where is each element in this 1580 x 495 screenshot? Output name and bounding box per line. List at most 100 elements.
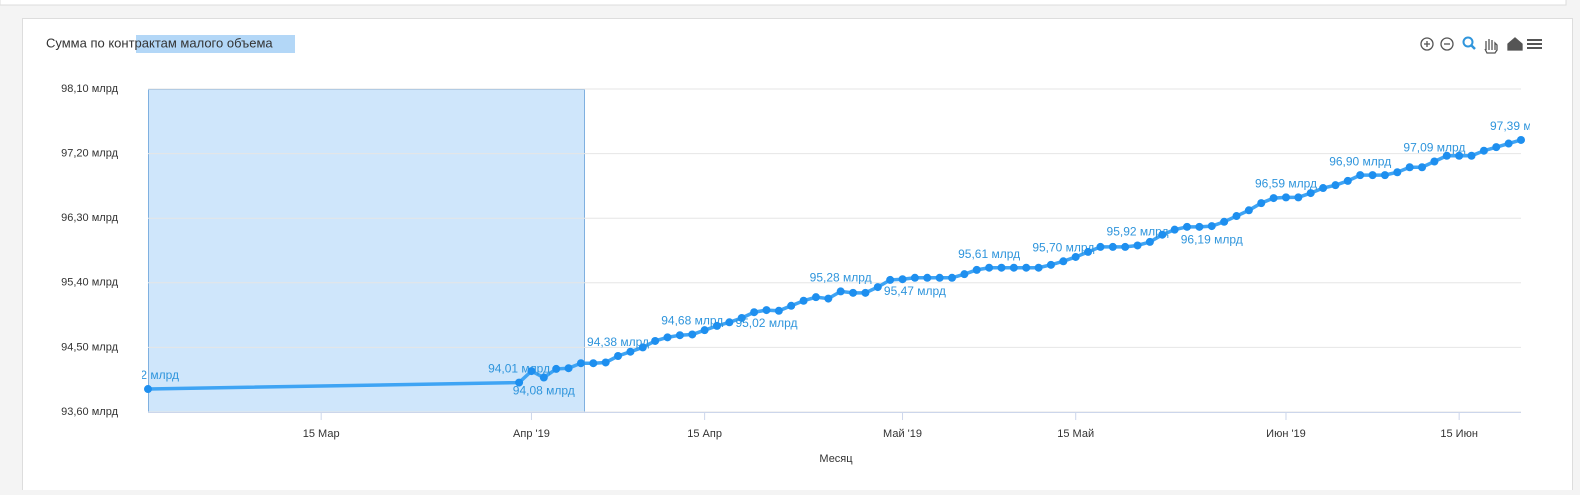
data-label: 95,47 млрд <box>884 284 946 298</box>
point <box>1059 257 1068 266</box>
zoom-out-button[interactable] <box>1440 37 1454 51</box>
point <box>1442 151 1451 160</box>
point <box>849 288 858 297</box>
point <box>861 288 870 297</box>
data-label: 96,90 млрд <box>1329 154 1391 168</box>
x-tick-label: Май '19 <box>883 428 922 440</box>
data-label: 95,61 млрд <box>958 247 1020 261</box>
chart-title: Сумма по контрактам малого объема <box>46 35 273 50</box>
point <box>527 367 536 376</box>
data-label: 97,39 млрд <box>1490 119 1552 133</box>
point <box>774 306 783 315</box>
point <box>144 385 152 394</box>
point <box>614 352 623 361</box>
data-label: 95,92 млрд <box>1107 225 1169 239</box>
text-selection <box>136 35 295 53</box>
point <box>1380 171 1389 180</box>
point <box>836 287 845 296</box>
point <box>1281 193 1290 202</box>
point <box>1244 206 1253 215</box>
y-tick-label: 95,40 млрд <box>61 277 118 289</box>
home-button[interactable] <box>1507 37 1523 51</box>
data-label: 95,02 млрд <box>735 316 797 330</box>
point <box>985 263 994 272</box>
point <box>1022 263 1031 272</box>
point <box>1393 168 1402 177</box>
point <box>997 263 1006 272</box>
data-label: 94,01 млрд <box>488 362 550 376</box>
point <box>811 293 820 302</box>
x-axis-label: Месяц <box>819 453 853 465</box>
point <box>923 273 932 282</box>
zoom-select-button[interactable] <box>1462 36 1474 48</box>
point <box>1071 252 1080 261</box>
point <box>1479 146 1488 155</box>
x-tick-label: Июн '19 <box>1266 428 1306 440</box>
point <box>1306 189 1315 198</box>
point <box>1467 151 1476 160</box>
data-label: 96,59 млрд <box>1255 177 1317 191</box>
x-tick-label: 15 Июн <box>1440 428 1478 440</box>
point <box>688 330 697 339</box>
point <box>960 270 969 279</box>
zoom-in-button[interactable] <box>1420 37 1434 51</box>
data-label: 93,92 млрд <box>117 368 179 382</box>
point <box>1207 222 1216 231</box>
point <box>700 326 709 335</box>
toolbar[interactable] <box>1420 36 1542 54</box>
point <box>1034 263 1043 272</box>
top-card <box>0 0 1567 6</box>
point <box>1046 260 1055 269</box>
point <box>762 306 771 315</box>
point <box>1430 157 1439 166</box>
x-tick-label: 15 Апр <box>687 428 722 440</box>
point <box>910 273 919 282</box>
point <box>886 275 895 284</box>
point <box>1133 241 1142 250</box>
point <box>1455 151 1464 160</box>
point <box>1356 171 1365 180</box>
point <box>799 296 808 305</box>
point <box>1294 193 1303 202</box>
pan-button[interactable] <box>1484 39 1498 54</box>
point <box>712 321 721 330</box>
data-label: 94,68 млрд <box>661 314 723 328</box>
menu-button[interactable] <box>1527 39 1542 49</box>
point <box>824 294 833 303</box>
point <box>1195 222 1204 231</box>
point <box>651 336 660 345</box>
point <box>1257 199 1266 208</box>
data-label: 95,28 млрд <box>810 271 872 285</box>
data-label: 94,08 млрд <box>513 384 575 398</box>
point <box>515 378 524 387</box>
x-tick-label: Апр '19 <box>513 428 550 440</box>
point <box>1269 194 1278 203</box>
point <box>972 265 981 274</box>
point <box>898 275 907 284</box>
plot: 93,92 млрд 94,01 млрд 94,08 млрд 94,38 млрд… <box>117 119 1552 398</box>
data-label: 95,70 млрд <box>1032 240 1094 254</box>
point <box>1368 171 1377 180</box>
point <box>589 359 598 368</box>
point <box>564 364 573 373</box>
point <box>663 333 672 342</box>
point <box>675 331 684 340</box>
point <box>750 308 759 317</box>
point <box>1145 237 1154 246</box>
x-tick-label: 15 Май <box>1057 428 1094 440</box>
point <box>1405 163 1414 172</box>
y-tick-label: 93,60 млрд <box>61 406 118 418</box>
point <box>1009 263 1018 272</box>
point <box>935 273 944 282</box>
point <box>1492 143 1501 152</box>
point <box>1504 139 1513 148</box>
point <box>1183 222 1192 231</box>
point <box>1343 176 1352 185</box>
y-tick-label: 98,10 млрд <box>61 83 118 95</box>
point <box>1170 225 1179 234</box>
point <box>638 343 647 352</box>
point <box>601 358 610 367</box>
data-label: 94,38 млрд <box>587 335 649 349</box>
